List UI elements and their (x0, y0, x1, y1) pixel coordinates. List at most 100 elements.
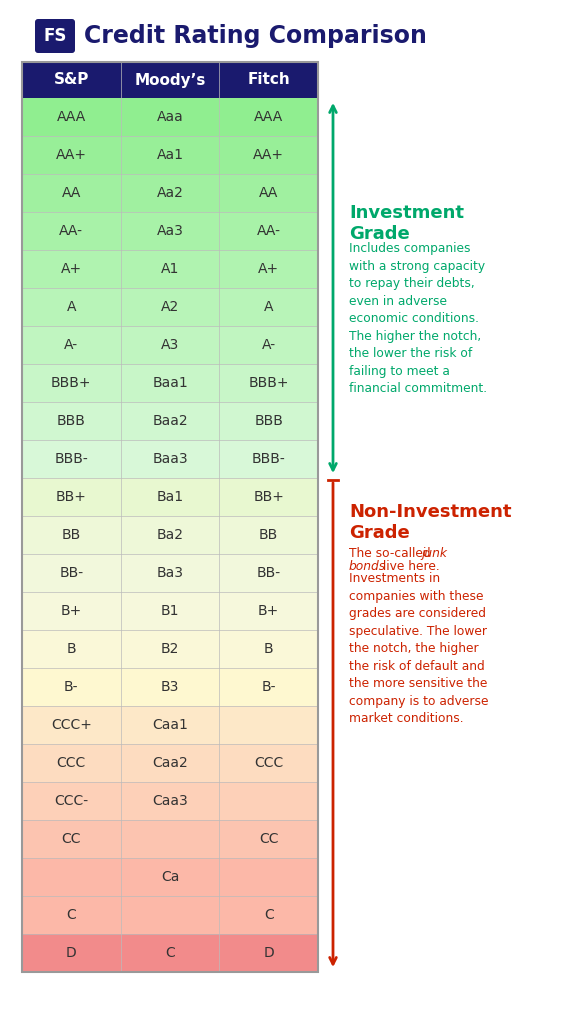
Text: B+: B+ (258, 604, 279, 618)
Text: A-: A- (65, 338, 78, 352)
Text: A-: A- (262, 338, 276, 352)
Bar (22, 630, 318, 668)
Text: A: A (264, 300, 274, 314)
Text: A+: A+ (258, 262, 279, 276)
Text: Non-Investment
Grade: Non-Investment Grade (349, 503, 511, 542)
Text: bonds: bonds (349, 559, 386, 572)
Text: CCC-: CCC- (54, 794, 88, 808)
Bar (22, 98, 318, 136)
Text: Caa1: Caa1 (152, 718, 188, 732)
Text: AA: AA (62, 186, 81, 200)
Bar (22, 62, 318, 98)
Text: AAA: AAA (254, 110, 283, 124)
Bar (22, 250, 318, 288)
Text: Includes companies
with a strong capacity
to repay their debts,
even in adverse
: Includes companies with a strong capacit… (349, 243, 487, 395)
Text: Aa3: Aa3 (157, 224, 183, 238)
Text: B3: B3 (161, 680, 179, 694)
Text: A2: A2 (161, 300, 179, 314)
Text: AA+: AA+ (253, 148, 284, 162)
Text: B-: B- (262, 680, 276, 694)
Bar (22, 136, 318, 174)
Text: C: C (66, 908, 76, 922)
Bar (22, 554, 318, 592)
Text: FS: FS (43, 27, 67, 45)
Bar (22, 364, 318, 402)
Text: BB+: BB+ (253, 490, 284, 504)
Text: C: C (264, 908, 274, 922)
Bar (22, 516, 318, 554)
Bar (22, 896, 318, 934)
Bar (22, 62, 318, 972)
Bar (22, 440, 318, 478)
Text: junk: junk (421, 547, 447, 560)
Text: Ca: Ca (161, 870, 179, 884)
Text: A3: A3 (161, 338, 179, 352)
Text: A: A (67, 300, 76, 314)
Bar (22, 858, 318, 896)
Text: The so-called: The so-called (349, 547, 434, 560)
Text: Caa3: Caa3 (152, 794, 188, 808)
Text: BB: BB (62, 528, 81, 542)
Text: Ba1: Ba1 (157, 490, 184, 504)
Text: live here.: live here. (379, 559, 439, 572)
Text: Aa1: Aa1 (157, 148, 184, 162)
Bar (22, 288, 318, 326)
Text: Aa2: Aa2 (157, 186, 183, 200)
Text: D: D (66, 946, 77, 961)
Text: CCC: CCC (254, 756, 283, 770)
Bar (22, 744, 318, 782)
Text: D: D (263, 946, 274, 961)
Text: Credit Rating Comparison: Credit Rating Comparison (84, 24, 427, 48)
Bar (22, 212, 318, 250)
Bar (22, 668, 318, 706)
Text: Fitch: Fitch (247, 73, 290, 87)
Bar (22, 402, 318, 440)
FancyBboxPatch shape (35, 19, 75, 53)
Text: Baa3: Baa3 (152, 452, 188, 466)
Text: B+: B+ (60, 604, 82, 618)
Text: AA-: AA- (257, 224, 281, 238)
Text: S&P: S&P (54, 73, 89, 87)
Text: BB: BB (259, 528, 278, 542)
Text: BBB-: BBB- (55, 452, 88, 466)
Text: CCC+: CCC+ (51, 718, 92, 732)
Text: BBB+: BBB+ (248, 376, 289, 390)
Text: AA+: AA+ (56, 148, 87, 162)
Text: BBB: BBB (254, 414, 283, 428)
Bar (22, 326, 318, 364)
Text: CC: CC (259, 831, 278, 846)
Text: B1: B1 (161, 604, 179, 618)
Text: BBB-: BBB- (252, 452, 286, 466)
Text: A1: A1 (161, 262, 179, 276)
Text: B-: B- (64, 680, 78, 694)
Text: BB-: BB- (256, 566, 281, 580)
Bar (22, 478, 318, 516)
Text: AA-: AA- (59, 224, 84, 238)
Bar (22, 174, 318, 212)
Text: Ba3: Ba3 (157, 566, 184, 580)
Text: Investments in
companies with these
grades are considered
speculative. The lower: Investments in companies with these grad… (349, 572, 488, 725)
Bar (22, 934, 318, 972)
Bar (22, 706, 318, 744)
Text: BB+: BB+ (56, 490, 87, 504)
Text: Baa1: Baa1 (152, 376, 188, 390)
Text: Moody’s: Moody’s (134, 73, 206, 87)
Text: B2: B2 (161, 642, 179, 656)
Bar (22, 782, 318, 820)
Text: C: C (165, 946, 175, 961)
Bar (22, 592, 318, 630)
Text: Baa2: Baa2 (152, 414, 188, 428)
Text: AA: AA (259, 186, 278, 200)
Bar (22, 820, 318, 858)
Text: Aaa: Aaa (157, 110, 183, 124)
Text: AAA: AAA (56, 110, 86, 124)
Text: B: B (66, 642, 76, 656)
Text: Investment
Grade: Investment Grade (349, 205, 464, 243)
Text: Ba2: Ba2 (157, 528, 184, 542)
Text: BBB+: BBB+ (51, 376, 92, 390)
Text: Caa2: Caa2 (152, 756, 188, 770)
Text: A+: A+ (61, 262, 82, 276)
Text: BB-: BB- (59, 566, 84, 580)
Text: CCC: CCC (56, 756, 86, 770)
Text: BBB: BBB (57, 414, 86, 428)
